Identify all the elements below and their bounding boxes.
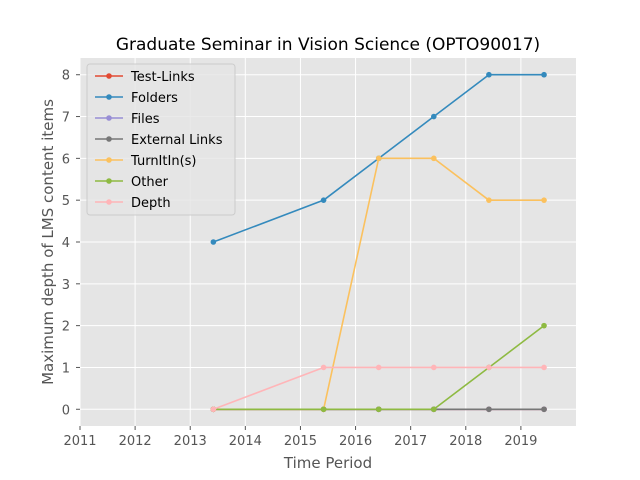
x-tick-label: 2019 xyxy=(504,434,537,449)
legend-label: Depth xyxy=(131,196,171,211)
data-point xyxy=(486,197,492,203)
data-point xyxy=(375,406,382,413)
x-tick-label: 2012 xyxy=(119,434,152,449)
data-point xyxy=(486,364,492,371)
legend-item: Files xyxy=(95,112,160,127)
legend-box xyxy=(86,63,236,216)
legend-swatch-marker xyxy=(106,94,112,100)
y-tick-label: 8 xyxy=(62,69,70,84)
legend-label: Test-Links xyxy=(130,70,195,85)
legend-label: External Links xyxy=(131,133,223,148)
data-point xyxy=(541,197,547,203)
legend-item: Folders xyxy=(95,91,178,106)
y-tick-label: 6 xyxy=(62,152,70,167)
x-axis-title: Time Period xyxy=(283,454,372,472)
y-tick-label: 0 xyxy=(62,403,70,418)
legend-swatch-marker xyxy=(106,136,112,142)
x-tick-label: 2014 xyxy=(229,434,262,449)
data-point xyxy=(431,406,437,413)
data-point xyxy=(375,155,382,162)
x-axis-ticks: 2011 2012 2013 2014 2015 2016 2017 2018 2019 xyxy=(63,426,537,449)
y-tick-label: 4 xyxy=(62,236,70,251)
data-point xyxy=(431,155,437,162)
legend-swatch-marker xyxy=(106,178,112,184)
legend-item: TurnItIn(s) xyxy=(95,154,196,169)
chart-title: Graduate Seminar in Vision Science (OPTO… xyxy=(116,35,540,55)
y-tick-label: 1 xyxy=(62,361,70,376)
data-point xyxy=(486,406,492,413)
legend-swatch-marker xyxy=(106,199,112,205)
y-axis-ticks: 0 1 2 3 4 5 6 7 8 xyxy=(62,69,80,418)
x-tick-label: 2018 xyxy=(449,434,482,449)
legend-item: External Links xyxy=(95,133,223,148)
legend-item: Test-Links xyxy=(95,70,195,85)
legend-swatch-marker xyxy=(106,157,112,163)
y-tick-label: 2 xyxy=(62,320,70,335)
legend-label: TurnItIn(s) xyxy=(130,154,196,169)
data-point xyxy=(210,239,217,245)
x-tick-label: 2015 xyxy=(284,434,317,449)
series-line xyxy=(213,73,545,243)
data-point xyxy=(320,197,327,203)
data-point xyxy=(541,71,547,78)
series-layer xyxy=(210,71,547,413)
legend-item: Other xyxy=(95,175,169,190)
x-tick-label: 2011 xyxy=(63,434,96,449)
data-point xyxy=(320,406,327,413)
y-tick-label: 5 xyxy=(62,194,70,209)
legend-label: Other xyxy=(131,175,169,190)
legend-label: Files xyxy=(131,112,160,127)
x-tick-label: 2016 xyxy=(339,434,372,449)
series-depth xyxy=(210,364,547,413)
x-tick-label: 2017 xyxy=(394,434,427,449)
x-tick-label: 2013 xyxy=(174,434,207,449)
data-point xyxy=(541,406,547,413)
y-axis-title: Maximum depth of LMS content items xyxy=(39,99,57,385)
data-point xyxy=(541,364,547,371)
y-tick-label: 7 xyxy=(62,111,70,126)
series-line xyxy=(213,325,545,411)
data-point xyxy=(375,364,382,371)
legend-swatch-marker xyxy=(106,73,112,79)
data-point xyxy=(210,406,217,413)
legend: Test-Links Folders Files External Links Turn… xyxy=(86,63,236,216)
y-tick-label: 3 xyxy=(62,278,70,293)
data-point xyxy=(541,322,547,329)
data-point xyxy=(486,71,492,78)
series-line xyxy=(213,366,545,411)
legend-swatch-marker xyxy=(106,115,112,121)
legend-label: Folders xyxy=(131,91,178,106)
data-point xyxy=(320,364,327,371)
legend-item: Depth xyxy=(95,196,171,211)
data-point xyxy=(431,364,437,371)
data-point xyxy=(431,113,437,120)
